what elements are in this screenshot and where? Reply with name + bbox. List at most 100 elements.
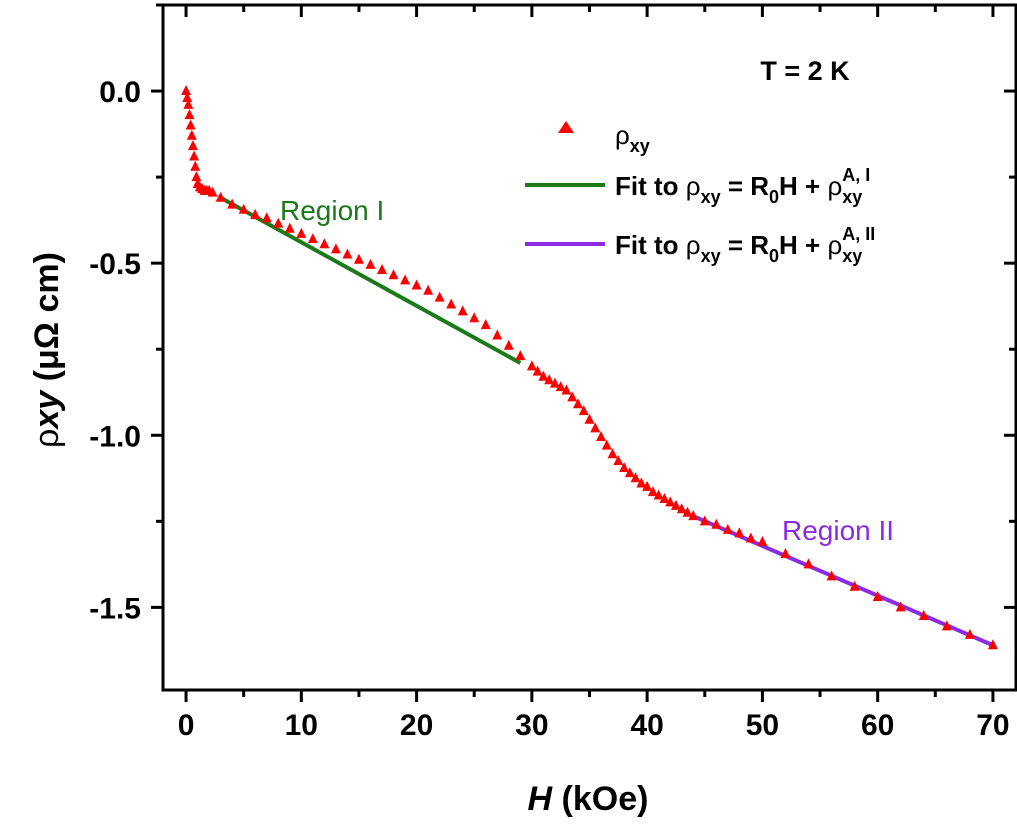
- x-tick-label: 10: [285, 709, 318, 742]
- data-point: [757, 535, 768, 546]
- data-point: [503, 339, 514, 350]
- data-point: [653, 489, 664, 500]
- data-point: [227, 198, 238, 209]
- data-point: [377, 264, 388, 275]
- data-point: [400, 274, 411, 285]
- data-point: [480, 319, 491, 330]
- y-tick-labels: 0.0 -0.5 -1.0 -1.5: [89, 76, 141, 625]
- data-point: [699, 515, 710, 526]
- data-point: [780, 548, 791, 559]
- data-point: [182, 91, 193, 102]
- data-point: [619, 461, 630, 472]
- data-point: [826, 570, 837, 581]
- data-point: [388, 269, 399, 280]
- data-point: [342, 248, 353, 259]
- data-point: [190, 160, 201, 171]
- legend-label-fit1: Fit to ρxy = R0H + ρxyA, I: [615, 165, 870, 207]
- data-point: [307, 233, 318, 244]
- data-point: [578, 405, 589, 416]
- data-point: [250, 208, 261, 219]
- data-point: [515, 350, 526, 361]
- data-point: [189, 150, 200, 161]
- fit-lines: [219, 196, 994, 648]
- data-point: [181, 85, 192, 96]
- data-point: [532, 365, 543, 376]
- legend: ρxy Fit to ρxy = R0H + ρxyA, I Fit to ρx…: [525, 120, 875, 266]
- data-point: [688, 510, 699, 521]
- y-tick-label: -1.5: [89, 592, 141, 625]
- fit-line-region1: [219, 196, 522, 365]
- data-point: [457, 305, 468, 316]
- data-point: [365, 258, 376, 269]
- x-tick-label: 20: [400, 709, 433, 742]
- data-point: [187, 140, 198, 151]
- data-point: [238, 203, 249, 214]
- data-point: [676, 503, 687, 514]
- data-point: [330, 243, 341, 254]
- data-point: [191, 171, 202, 182]
- data-point: [296, 227, 307, 238]
- data-point: [186, 129, 197, 140]
- data-point: [183, 98, 194, 109]
- data-point: [895, 601, 906, 612]
- data-point: [941, 620, 952, 631]
- data-point: [215, 191, 226, 202]
- data-point: [446, 298, 457, 309]
- data-point: [567, 391, 578, 402]
- data-point: [872, 591, 883, 602]
- data-point: [647, 486, 658, 497]
- data-point: [561, 384, 572, 395]
- y-tick-label: -1.0: [89, 420, 141, 453]
- data-point: [670, 499, 681, 510]
- y-axis-title: ρxy (μΩ cm): [28, 252, 66, 448]
- data-point: [319, 238, 330, 249]
- x-axis-title: H (kOe): [528, 780, 649, 818]
- region2-annotation: Region II: [782, 515, 894, 546]
- data-point: [572, 398, 583, 409]
- data-point: [722, 523, 733, 534]
- y-tick-label: -0.5: [89, 248, 141, 281]
- data-point: [434, 291, 445, 302]
- data-point: [526, 360, 537, 371]
- data-point: [613, 455, 624, 466]
- legend-label-fit2: Fit to ρxy = R0H + ρxyA, II: [615, 224, 875, 266]
- data-point: [538, 370, 549, 381]
- data-point: [630, 472, 641, 483]
- data-point: [734, 527, 745, 538]
- plot-frame: [161, 3, 1017, 692]
- data-point: [659, 492, 670, 503]
- x-tick-labels: 0 10 20 30 40 50 60 70: [178, 709, 1010, 742]
- data-point: [184, 109, 195, 120]
- data-point: [185, 119, 196, 130]
- x-tick-label: 0: [178, 709, 195, 742]
- y-tick-label: 0.0: [99, 76, 141, 109]
- data-point: [803, 558, 814, 569]
- data-point: [284, 222, 295, 233]
- data-point: [596, 430, 607, 441]
- data-point: [273, 217, 284, 228]
- data-points: [181, 85, 998, 650]
- data-point: [544, 374, 555, 385]
- data-point: [745, 532, 756, 543]
- data-point: [353, 253, 364, 264]
- x-tick-label: 40: [630, 709, 663, 742]
- data-point: [711, 518, 722, 529]
- x-tick-label: 60: [861, 709, 894, 742]
- data-point: [555, 381, 566, 392]
- data-point: [590, 422, 601, 433]
- data-point: [918, 609, 929, 620]
- region1-annotation: Region I: [280, 195, 384, 226]
- data-point: [607, 448, 618, 459]
- fit-line-region2: [692, 514, 994, 648]
- x-tick-label: 70: [976, 709, 1009, 742]
- data-point: [601, 439, 612, 450]
- data-point: [207, 186, 218, 197]
- legend-label-data: ρxy: [615, 120, 650, 156]
- temperature-annotation: T = 2 K: [760, 56, 850, 86]
- data-point: [423, 284, 434, 295]
- data-point: [665, 496, 676, 507]
- data-point: [849, 580, 860, 591]
- legend-marker-data: [558, 121, 574, 133]
- data-point: [636, 477, 647, 488]
